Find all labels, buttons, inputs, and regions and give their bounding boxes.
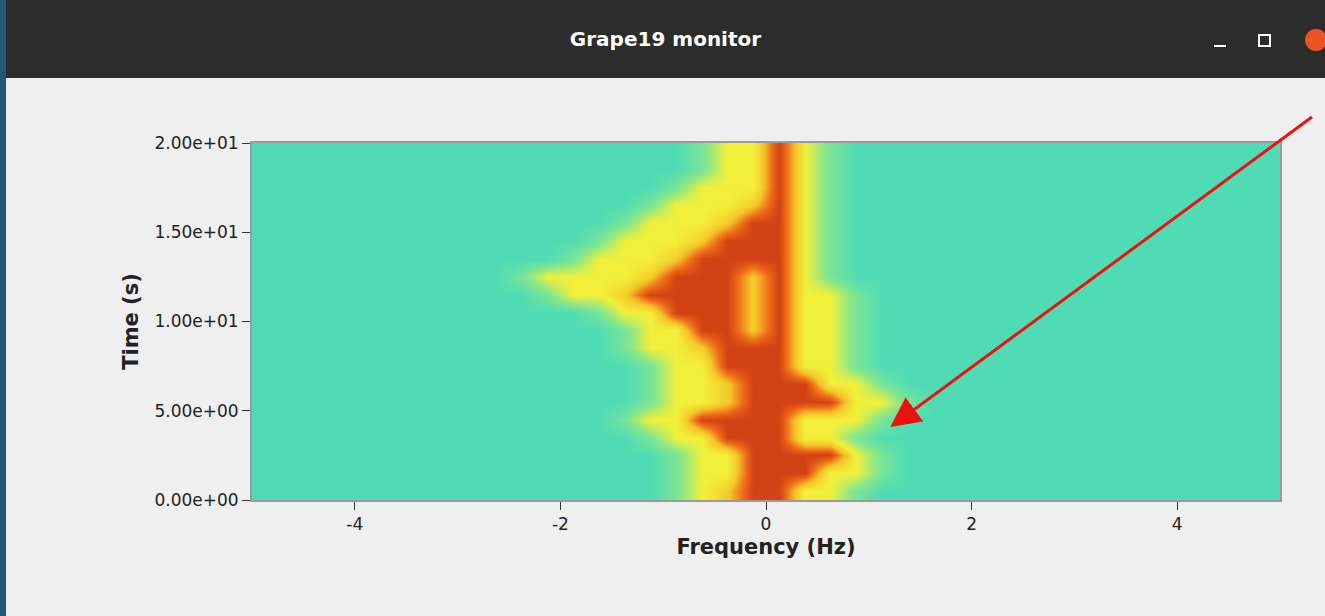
svg-text:2: 2: [966, 514, 977, 534]
svg-text:-2: -2: [552, 514, 569, 534]
svg-text:Time (s): Time (s): [119, 273, 143, 370]
svg-text:1.50e+01: 1.50e+01: [154, 222, 238, 242]
svg-text:-4: -4: [346, 514, 363, 534]
svg-text:0: 0: [761, 514, 772, 534]
svg-text:Frequency (Hz): Frequency (Hz): [676, 535, 855, 559]
svg-text:4: 4: [1172, 514, 1183, 534]
svg-text:5.00e+00: 5.00e+00: [154, 401, 238, 421]
svg-text:0.00e+00: 0.00e+00: [154, 490, 238, 510]
svg-text:1.00e+01: 1.00e+01: [154, 311, 238, 331]
html-text:Grape19 monitor: Grape19 monitor: [569, 27, 762, 51]
svg-text:2.00e+01: 2.00e+01: [154, 133, 238, 153]
